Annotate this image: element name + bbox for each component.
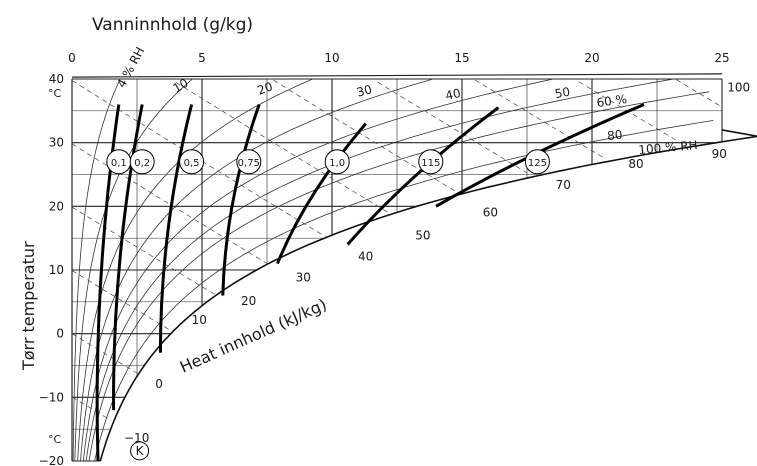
y-tick-label: 40: [49, 72, 64, 86]
enthalpy-label: −10: [124, 431, 149, 445]
rh-curve-60: [88, 91, 710, 462]
rh-label: 20: [255, 79, 274, 97]
enthalpy-line-20: [71, 206, 216, 295]
unit-label-bottom: °C: [48, 433, 62, 446]
enthalpy-lines: [71, 79, 723, 421]
enthalpy-label: 0: [155, 377, 163, 391]
chart-title: Vanninnhold (g/kg): [92, 15, 253, 35]
y-tick-label: 10: [49, 263, 64, 277]
y-tick-label: 0: [56, 327, 64, 341]
x-tick-label: 25: [714, 51, 729, 65]
top-boundary: [71, 73, 723, 78]
axis-labels: 0 5 10 15 20 25 40 30 20 10 0 −10 −20: [39, 51, 730, 466]
enthalpy-label: 100: [727, 81, 750, 95]
enthalpy-line-50: [175, 82, 391, 215]
enthalpy-label: 10: [192, 313, 207, 327]
curve-circle-label: 115: [421, 158, 440, 169]
y-tick-label: −10: [39, 390, 64, 404]
rh-label: 4 % RH: [114, 45, 147, 90]
enthalpy-line-80: [474, 79, 606, 159]
enthalpy-label: 50: [415, 228, 430, 242]
curve-circle: [179, 149, 205, 175]
curve-circle-label: 0,2: [134, 158, 150, 169]
curve-circle-label: 0,75: [238, 158, 260, 169]
enthalpy-label: 70: [556, 178, 571, 192]
rh-label: 50: [554, 85, 571, 101]
curve-circle-label: 0,1: [111, 158, 127, 169]
rh-label: 40: [444, 86, 462, 103]
curve-circle-label: 125: [528, 158, 547, 169]
curve-circle: [236, 149, 262, 175]
y-axis-label: Tørr temperatur: [19, 241, 38, 371]
enthalpy-label: 40: [358, 249, 373, 263]
k-label: K: [136, 444, 145, 458]
grid-lines: [71, 73, 757, 462]
curve-circle: [418, 149, 444, 175]
rh-label: 80: [606, 128, 623, 144]
enthalpy-label: 30: [296, 271, 311, 285]
heavy-curve: [158, 104, 194, 353]
x-tick-label: 5: [198, 51, 206, 65]
heavy-curve: [112, 104, 144, 411]
curve-circle-label: 0,5: [184, 158, 200, 169]
rh-curve-20: [77, 78, 313, 462]
enthalpy-line-70: [377, 81, 528, 174]
heavy-curves: [95, 103, 645, 462]
x-tick-label: 15: [454, 51, 469, 65]
rh-label: 60 %: [596, 92, 628, 110]
enthalpy-line-90: [578, 81, 684, 145]
enthalpy-label: 60: [483, 206, 498, 220]
y-tick-label: 30: [49, 136, 64, 150]
enthalpy-line-10: [71, 270, 170, 331]
enthalpy-line-30: [71, 143, 268, 264]
rh-label: 10: [171, 76, 191, 96]
curve-circle: [129, 149, 155, 175]
rh-label: 30: [355, 82, 373, 99]
rh-curve-30: [80, 78, 434, 462]
enthalpy-label: 90: [712, 147, 727, 161]
k-circle: [130, 441, 150, 461]
y-tick-label: −20: [39, 454, 64, 466]
enthalpy-line-40: [71, 80, 326, 237]
enthalpy-label: 20: [241, 294, 256, 308]
enthalpy-label: 80: [628, 157, 643, 171]
rh-curve-4: [72, 78, 121, 462]
x-tick-label: 20: [584, 51, 599, 65]
rh-label: 100 % RH: [638, 138, 698, 157]
heavy-curve: [221, 103, 261, 296]
heavy-curve: [346, 106, 500, 246]
curve-circle: [524, 149, 550, 175]
rh-curve-40: [82, 78, 554, 462]
x-tick-label: 10: [324, 51, 339, 65]
unit-label-top: °C: [48, 87, 62, 100]
rh-curve-80: [94, 120, 714, 462]
x-tick-label: 0: [68, 51, 76, 65]
curve-circle: [324, 149, 350, 175]
enthalpy-line-0: [71, 333, 138, 374]
y-tick-label: 20: [49, 199, 64, 213]
enthalpy-line--10: [71, 396, 112, 421]
heavy-curve: [276, 122, 367, 265]
saturation-curve: [99, 129, 757, 462]
curve-circle-label: 1,0: [329, 158, 345, 169]
